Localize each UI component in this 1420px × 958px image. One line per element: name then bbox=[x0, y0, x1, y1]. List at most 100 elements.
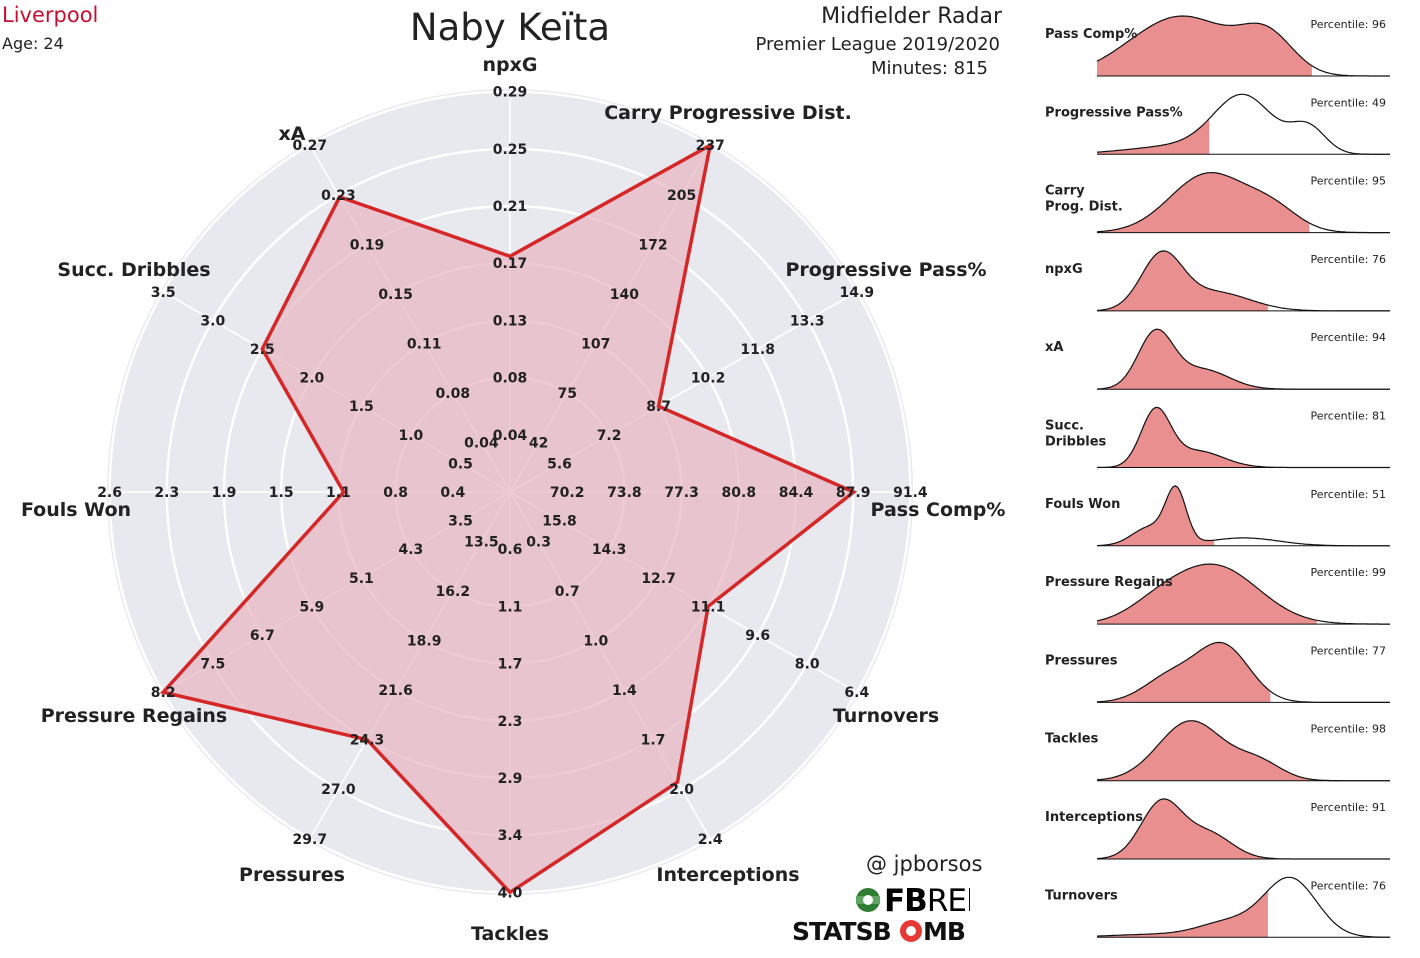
distribution-percentile: Percentile: 51 bbox=[1311, 488, 1386, 501]
radar-tick-label: 3.4 bbox=[498, 828, 523, 844]
team-name: Liverpool bbox=[2, 3, 99, 27]
radar-tick-label: 0.04 bbox=[493, 428, 528, 444]
radar-tick-label: 1.7 bbox=[641, 733, 666, 749]
distribution-fill bbox=[1097, 890, 1268, 938]
distribution-label: Dribbles bbox=[1045, 435, 1107, 450]
distribution-percentile: Percentile: 96 bbox=[1311, 18, 1386, 31]
fbref-ball-icon: FBREF bbox=[856, 883, 984, 919]
radar-tick-label: 2.9 bbox=[498, 771, 523, 787]
statsbomb-logo: STATSB MB bbox=[792, 915, 970, 953]
radar-tick-label: 3.0 bbox=[200, 313, 225, 329]
radar-tick-label: 12.7 bbox=[641, 571, 676, 587]
radar-axis-label: Pressure Regains bbox=[41, 705, 227, 727]
radar-tick-label: 0.04 bbox=[464, 436, 499, 452]
radar-tick-label: 2.3 bbox=[154, 485, 179, 501]
radar-tick-label: 8.7 bbox=[646, 399, 671, 415]
radar-tick-label: 140 bbox=[610, 287, 639, 303]
distribution-curve bbox=[1096, 171, 1390, 234]
fbref-light-text: REF bbox=[927, 884, 970, 916]
radar-tick-label: 11.8 bbox=[740, 342, 775, 358]
radar-tick-label: 0.8 bbox=[383, 485, 408, 501]
radar-tick-label: 6.4 bbox=[844, 685, 869, 701]
radar-tick-label: 21.6 bbox=[378, 683, 413, 699]
radar-tick-label: 8.0 bbox=[795, 657, 820, 673]
radar-tick-label: 2.3 bbox=[498, 714, 523, 730]
player-name: Naby Keïta bbox=[409, 6, 611, 49]
radar-tick-label: 1.0 bbox=[398, 428, 423, 444]
radar-tick-label: 13.3 bbox=[790, 313, 825, 329]
radar-tick-label: 14.3 bbox=[592, 542, 627, 558]
distribution-fill bbox=[1097, 407, 1278, 468]
radar-tick-label: 5.1 bbox=[349, 571, 374, 587]
player-age: Age: 24 bbox=[2, 34, 64, 53]
radar-axis-label: Succ. Dribbles bbox=[57, 259, 210, 281]
radar-axis-label: Pass Comp% bbox=[871, 499, 1006, 521]
radar-tick-label: 87.9 bbox=[836, 485, 871, 501]
radar-tick-label: 1.0 bbox=[583, 634, 608, 650]
author-credit: @ jpborsos bbox=[866, 852, 983, 876]
distribution-percentile: Percentile: 91 bbox=[1311, 801, 1386, 814]
radar-tick-label: 0.4 bbox=[440, 485, 465, 501]
radar-tick-label: 4.0 bbox=[498, 885, 523, 901]
distribution-label: Progressive Pass% bbox=[1045, 105, 1183, 120]
radar-tick-label: 237 bbox=[696, 138, 725, 154]
radar-tick-label: 0.25 bbox=[493, 142, 528, 158]
svg-text:MB: MB bbox=[923, 917, 965, 946]
radar-axis-label: xA bbox=[279, 123, 306, 145]
radar-tick-label: 0.11 bbox=[407, 336, 442, 352]
radar-tick-label: 1.1 bbox=[326, 485, 351, 501]
competition-label: Premier League 2019/2020 bbox=[755, 34, 1000, 55]
distribution-percentile: Percentile: 99 bbox=[1311, 566, 1386, 579]
fbref-bold-text: FB bbox=[884, 884, 927, 916]
radar-tick-label: 6.7 bbox=[250, 628, 275, 644]
distribution-fill bbox=[1097, 172, 1310, 233]
radar-axis-label: Interceptions bbox=[656, 864, 799, 886]
radar-title: Midfielder Radar bbox=[821, 4, 1002, 29]
distribution-fill bbox=[1097, 642, 1271, 703]
radar-tick-label: 7.2 bbox=[597, 428, 622, 444]
radar-tick-label: 75 bbox=[557, 386, 576, 402]
radar-tick-label: 24.3 bbox=[350, 733, 385, 749]
radar-tick-label: 29.7 bbox=[293, 832, 328, 848]
radar-tick-label: 205 bbox=[667, 188, 696, 204]
radar-tick-label: 16.2 bbox=[436, 584, 471, 600]
radar-tick-label: 0.3 bbox=[526, 535, 551, 551]
radar-tick-label: 70.2 bbox=[550, 485, 585, 501]
radar-tick-label: 14.9 bbox=[840, 285, 875, 301]
statsbomb-bomb-icon bbox=[900, 920, 922, 942]
radar-tick-label: 2.0 bbox=[669, 782, 694, 798]
distribution-curve bbox=[1096, 93, 1390, 155]
distribution-label: Tackles bbox=[1045, 732, 1099, 747]
distribution-label: Turnovers bbox=[1045, 888, 1118, 903]
radar-tick-label: 0.17 bbox=[493, 256, 528, 272]
distribution-fill bbox=[1097, 564, 1317, 625]
radar-tick-label: 0.27 bbox=[293, 138, 328, 154]
radar-tick-label: 42 bbox=[529, 436, 548, 452]
radar-tick-label: 172 bbox=[638, 237, 667, 253]
radar-tick-label: 2.6 bbox=[97, 485, 122, 501]
radar-tick-label: 91.4 bbox=[893, 485, 928, 501]
radar-tick-label: 80.8 bbox=[722, 485, 757, 501]
distribution-label: Pressure Regains bbox=[1045, 575, 1173, 590]
radar-tick-label: 107 bbox=[581, 336, 610, 352]
distribution-label: xA bbox=[1045, 340, 1063, 355]
radar-axis-label: Fouls Won bbox=[21, 499, 131, 521]
radar-tick-label: 0.15 bbox=[378, 287, 413, 303]
radar-tick-label: 0.21 bbox=[493, 199, 528, 215]
radar-tick-label: 11.1 bbox=[691, 599, 726, 615]
radar-tick-label: 10.2 bbox=[691, 371, 726, 387]
distribution-label: Succ. bbox=[1045, 419, 1084, 434]
distribution-percentile: Percentile: 81 bbox=[1311, 410, 1386, 423]
distribution-label: Carry bbox=[1045, 184, 1085, 199]
statsbomb-text-b: MB bbox=[923, 917, 965, 946]
distribution-label: Fouls Won bbox=[1045, 497, 1120, 512]
radar-axis-label: Tackles bbox=[471, 923, 549, 945]
distribution-fill bbox=[1097, 118, 1210, 155]
svg-text:FBREF: FBREF bbox=[884, 884, 970, 916]
radar-tick-label: 7.5 bbox=[200, 657, 225, 673]
radar-tick-label: 5.6 bbox=[547, 456, 572, 472]
radar-tick-label: 18.9 bbox=[407, 634, 442, 650]
distribution-fill bbox=[1097, 720, 1315, 781]
radar-tick-label: 0.23 bbox=[321, 188, 356, 204]
